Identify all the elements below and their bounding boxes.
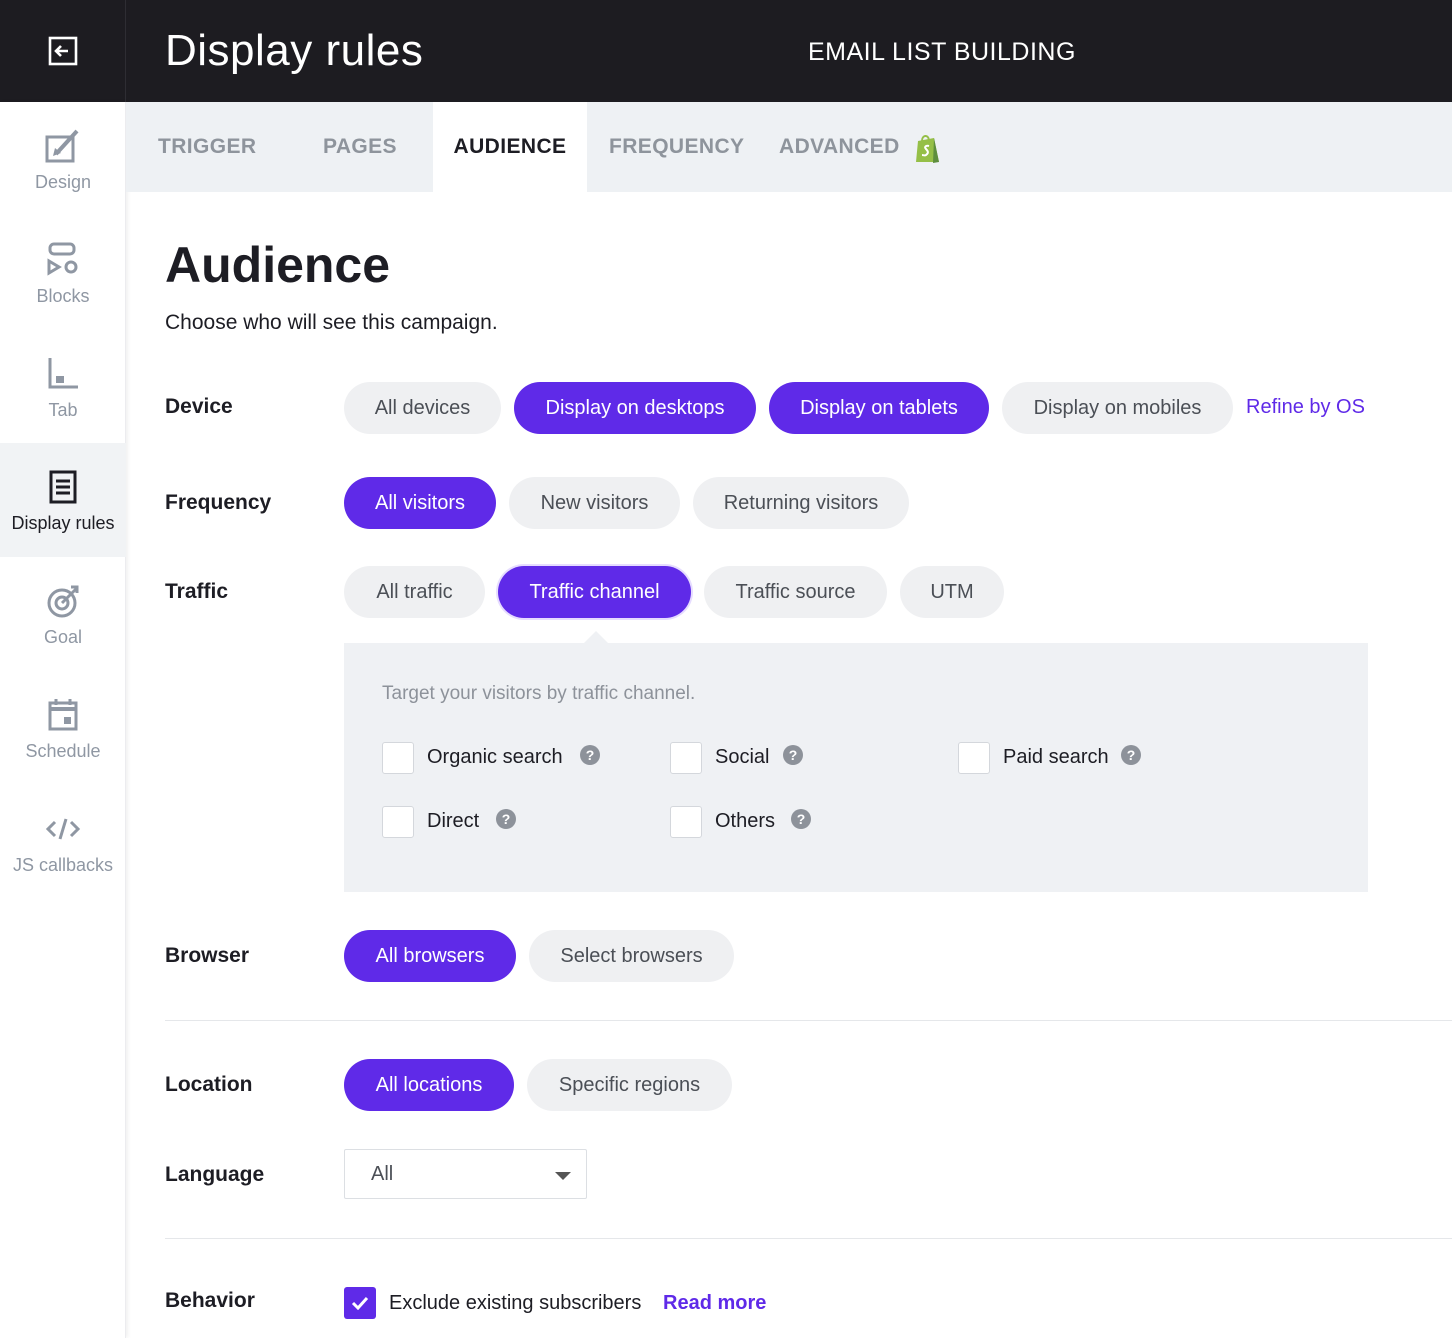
sidebar-item-label: Tab [48,399,78,420]
sidebar-item-blocks[interactable]: Blocks [0,216,126,330]
tab-frequency[interactable]: FREQUENCY [609,135,745,158]
browser-label: Browser [165,944,250,967]
help-icon[interactable]: ? [496,809,516,829]
design-icon [45,129,79,162]
device-label: Device [165,395,233,418]
sidebar-item-label: Display rules [11,512,115,533]
section-divider [165,1020,1452,1021]
frequency-new-visitors[interactable]: New visitors [509,477,680,529]
others-checkbox[interactable] [670,806,702,838]
help-icon[interactable]: ? [783,745,803,765]
page-title: Display rules [165,26,424,75]
refine-by-os-link[interactable]: Refine by OS [1246,396,1365,418]
section-title: Audience [165,237,391,293]
blocks-icon [47,242,78,276]
display-rules-icon [49,470,77,503]
frequency-returning-visitors[interactable]: Returning visitors [693,477,909,529]
tab-advanced[interactable]: ADVANCED [779,135,900,158]
tab-pages[interactable]: PAGES [323,135,397,158]
traffic-channel-panel [344,643,1368,892]
sidebar-item-label: Schedule [25,740,101,761]
social-checkbox[interactable] [670,742,702,774]
traffic-panel-hint: Target your visitors by traffic channel. [382,683,696,704]
social-label: Social [715,746,770,768]
sidebar-item-js-callbacks[interactable]: JS callbacks [0,785,126,899]
device-mobiles[interactable]: Display on mobiles [1002,382,1233,434]
section-subtitle: Choose who will see this campaign. [165,311,498,334]
sidebar-item-display-rules[interactable]: Display rules [0,443,126,557]
tab-icon [48,357,78,388]
help-icon[interactable]: ? [791,809,811,829]
traffic-label: Traffic [165,580,229,603]
help-icon[interactable]: ? [1121,745,1141,765]
exit-icon [48,36,77,66]
direct-checkbox[interactable] [382,806,414,838]
tab-audience[interactable]: AUDIENCE [433,102,587,192]
traffic-source[interactable]: Traffic source [704,566,887,618]
top-bar: Display rules EMAIL LIST BUILDING [0,0,1452,102]
device-desktops[interactable]: Display on desktops [514,382,756,434]
exclude-subscribers-checkbox[interactable] [344,1287,376,1319]
language-select[interactable]: All [344,1149,587,1199]
location-all-locations[interactable]: All locations [344,1059,514,1111]
organic-search-label: Organic search [427,746,563,768]
sidebar-item-label: Goal [43,626,83,647]
direct-label: Direct [427,810,480,832]
chevron-down-icon [555,1172,571,1180]
location-specific-regions[interactable]: Specific regions [527,1059,732,1111]
sidebar-item-schedule[interactable]: Schedule [0,671,126,785]
browser-all-browsers[interactable]: All browsers [344,930,516,982]
sidebar-item-design[interactable]: Design [0,102,126,216]
paid-search-label: Paid search [1003,746,1109,768]
location-label: Location [165,1073,253,1096]
device-tablets[interactable]: Display on tablets [769,382,989,434]
help-icon[interactable]: ? [580,745,600,765]
campaign-name: EMAIL LIST BUILDING [808,38,1076,66]
sidebar-item-tab[interactable]: Tab [0,330,126,444]
sidebar-item-label: JS callbacks [12,854,114,875]
exit-button[interactable] [0,0,126,102]
browser-select-browsers[interactable]: Select browsers [529,930,734,982]
panel-pointer [584,631,608,643]
language-label: Language [165,1163,265,1186]
rules-tabs: TRIGGER PAGES AUDIENCE FREQUENCY ADVANCE… [126,102,1452,192]
frequency-all-visitors[interactable]: All visitors [344,477,496,529]
shopify-icon [916,135,939,163]
section-divider [165,1238,1452,1239]
tab-trigger[interactable]: TRIGGER [158,135,257,158]
traffic-all-traffic[interactable]: All traffic [344,566,485,618]
read-more-link[interactable]: Read more [663,1292,767,1314]
traffic-utm[interactable]: UTM [900,566,1004,618]
calendar-icon [48,698,78,730]
exclude-subscribers-label: Exclude existing subscribers [389,1292,642,1314]
organic-search-checkbox[interactable] [382,742,414,774]
language-select-value: All [371,1163,394,1185]
sidebar-item-label: Blocks [36,285,90,306]
code-icon [45,818,81,839]
behavior-label: Behavior [165,1289,255,1312]
sidebar: Design Blocks Tab Display rules Goal [0,102,126,1338]
sidebar-item-label: Design [34,171,92,192]
others-label: Others [715,810,776,832]
sidebar-item-goal[interactable]: Goal [0,557,126,671]
device-all-devices[interactable]: All devices [344,382,501,434]
frequency-label: Frequency [165,491,272,514]
paid-search-checkbox[interactable] [958,742,990,774]
goal-icon [47,585,79,617]
checkmark-icon [351,1296,369,1310]
traffic-channel[interactable]: Traffic channel [498,566,691,618]
